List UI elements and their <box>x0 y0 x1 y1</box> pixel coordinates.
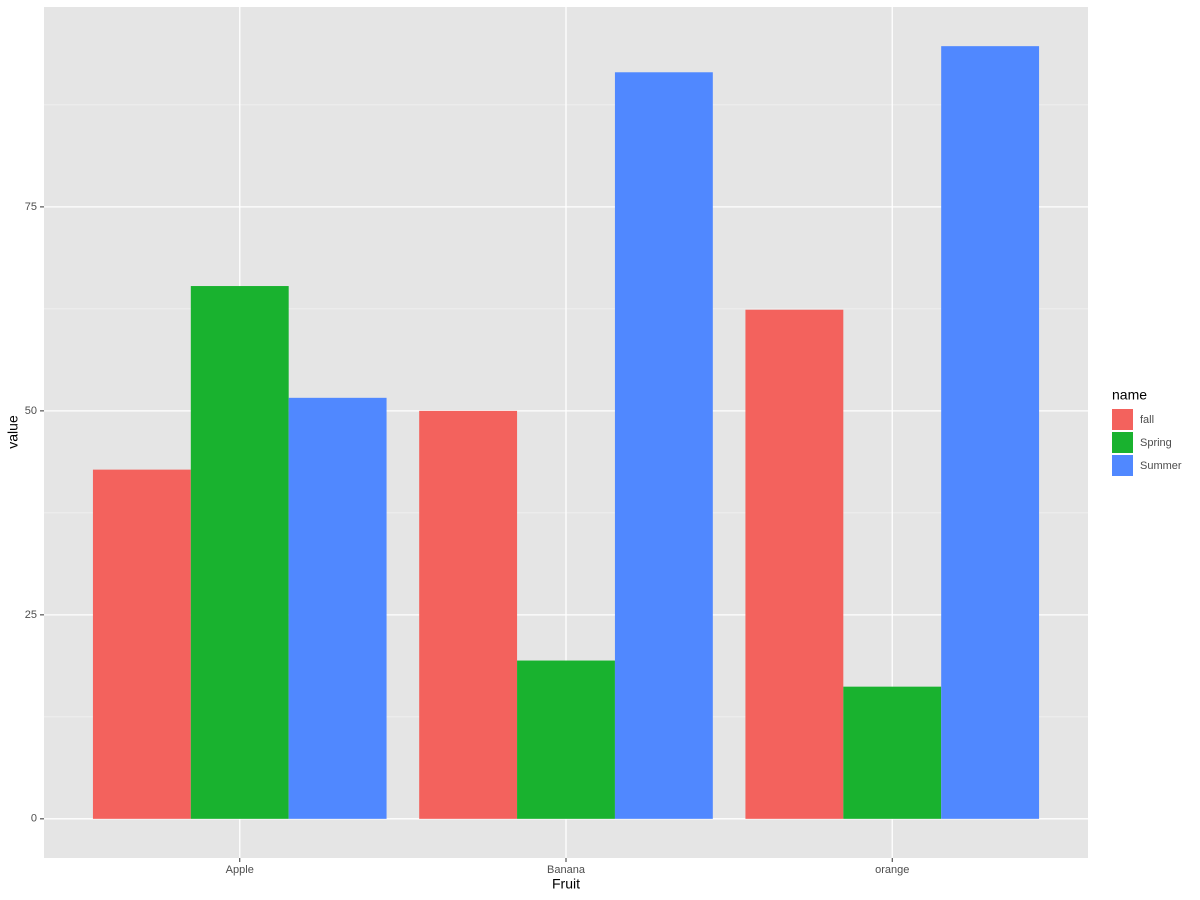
bars <box>92 46 1040 819</box>
bar <box>92 469 191 819</box>
x-tick-label: Banana <box>547 864 586 876</box>
bar <box>288 397 387 819</box>
x-axis-title: Fruit <box>552 876 580 892</box>
y-tick-label: 0 <box>31 813 37 825</box>
bar <box>614 72 713 819</box>
legend-key <box>1112 432 1133 453</box>
legend: fall Spring Summer <box>1112 409 1182 476</box>
bar <box>843 686 942 819</box>
y-tick-label: 75 <box>25 201 37 213</box>
bar <box>517 660 615 819</box>
bar <box>941 46 1040 819</box>
legend-key <box>1112 409 1133 430</box>
y-tick-label: 50 <box>25 405 37 417</box>
legend-label: Summer <box>1140 460 1182 472</box>
y-axis-title: value <box>5 415 21 449</box>
bar <box>419 410 518 819</box>
y-tick-label: 25 <box>25 609 37 621</box>
x-tick-label: Apple <box>226 864 254 876</box>
bar <box>190 286 289 819</box>
legend-key <box>1112 455 1133 476</box>
bar <box>745 309 844 819</box>
legend-label: fall <box>1140 414 1154 426</box>
legend-label: Spring <box>1140 437 1172 449</box>
legend-title: name <box>1112 387 1147 403</box>
x-tick-label: orange <box>875 864 909 876</box>
